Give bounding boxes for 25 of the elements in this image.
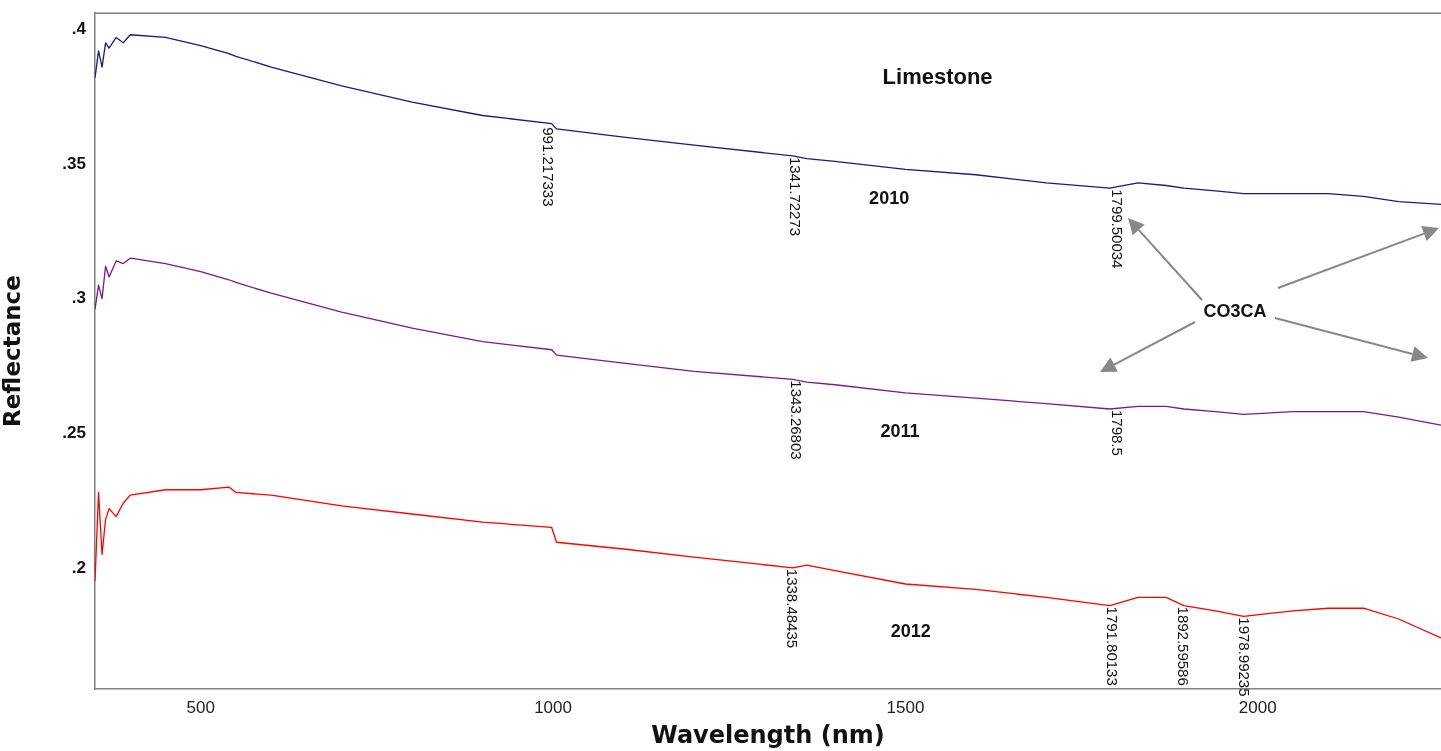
series-label: 2010 <box>869 188 910 209</box>
annotation: 1343.26803 <box>787 380 805 460</box>
x-tick-label: 1000 <box>534 697 572 717</box>
annotation: 1799.50034 <box>1109 189 1127 269</box>
annotation: 1791.80133 <box>1103 606 1121 686</box>
annotation: 1341.72273 <box>786 156 804 237</box>
annotation: 991.217333 <box>539 127 557 207</box>
annotation: 1798.5 <box>1108 409 1126 456</box>
annotation: CO3CA <box>1203 300 1267 321</box>
y-axis-title: Reflectance <box>0 275 25 427</box>
x-tick-label: 2000 <box>1238 697 1277 717</box>
text: Limestone <box>882 64 993 90</box>
annotation: 1978.99235 <box>1235 617 1253 697</box>
y-tick-label: .3 <box>71 288 86 308</box>
y-tick-label: .4 <box>71 19 87 39</box>
annotation: 1892.59586 <box>1174 606 1192 686</box>
y-tick-label: .25 <box>62 422 86 442</box>
series-label: 2011 <box>880 421 920 442</box>
series-label: 2012 <box>890 621 931 642</box>
x-tick-label: 500 <box>186 697 215 717</box>
y-tick-label: .35 <box>62 153 86 173</box>
x-tick-label: 1500 <box>886 697 925 717</box>
x-axis-title: Wavelength (nm) <box>651 720 885 749</box>
y-tick-label: .2 <box>71 557 86 577</box>
annotation: 1338.48435 <box>784 568 802 649</box>
